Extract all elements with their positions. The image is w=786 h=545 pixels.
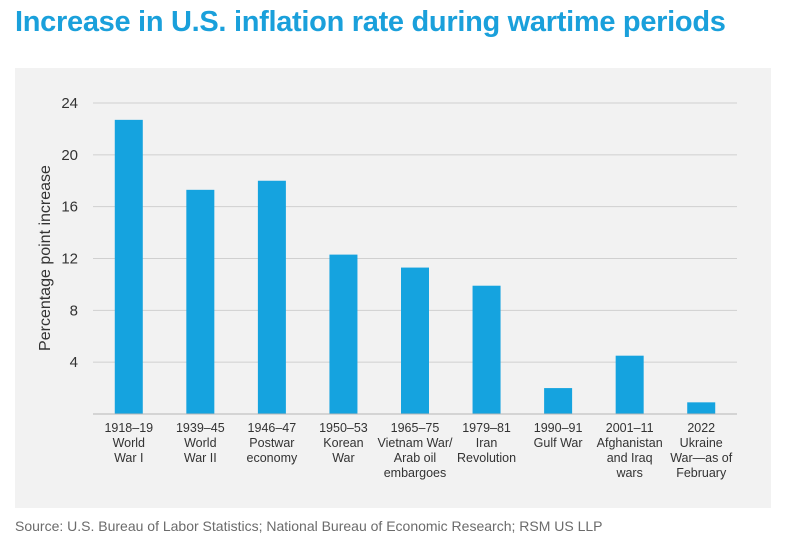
x-category-label-line: and Iraq	[607, 451, 653, 465]
bar	[472, 285, 501, 414]
y-axis-label: Percentage point increase	[37, 165, 54, 351]
bar	[257, 180, 286, 414]
x-category-label-line: Ukraine	[680, 436, 723, 450]
x-category-label-line: Afghanistan	[597, 436, 663, 450]
bar	[615, 355, 644, 414]
x-category-label-line: 1979–81	[462, 421, 511, 435]
x-category-label-line: Iran	[476, 436, 498, 450]
x-category-label-line: Postwar	[249, 436, 294, 450]
bar	[687, 402, 716, 414]
bar	[401, 267, 429, 414]
bar	[544, 388, 573, 414]
x-category-label-line: Arab oil	[394, 451, 436, 465]
x-category-label-line: Korean	[323, 436, 363, 450]
x-category-label-line: 1918–19	[104, 421, 153, 435]
x-category-label-line: World	[184, 436, 216, 450]
bar	[329, 254, 358, 414]
x-category-label-line: World	[113, 436, 145, 450]
x-category-label-line: War II	[184, 451, 217, 465]
x-category-label-line: February	[676, 466, 727, 480]
y-tick-label: 12	[61, 251, 78, 268]
x-category-label: 1950–53 Korean War	[319, 421, 368, 465]
x-category-label: 1965–75 Vietnam War/Arab oil embargoes	[377, 421, 453, 480]
bar	[114, 119, 143, 415]
x-category-label: 1979–81 Iran Revolution	[457, 421, 516, 465]
bar	[186, 189, 215, 414]
x-category-label: 2001–11 Afghanistan and Iraq wars	[597, 421, 663, 480]
x-category-label-line: War I	[114, 451, 143, 465]
y-tick-labels: 4 8 12 16 20 24	[61, 95, 78, 371]
x-category-label-line: Gulf War	[534, 436, 583, 450]
x-category-label-line: War	[332, 451, 354, 465]
y-tick-label: 4	[70, 354, 78, 371]
x-category-label-line: embargoes	[384, 466, 447, 480]
x-category-label-line: 1946–47	[248, 421, 297, 435]
x-category-label-line: 2022	[687, 421, 715, 435]
y-tick-label: 24	[61, 95, 78, 112]
y-tick-label: 8	[70, 302, 78, 319]
x-category-label-line: economy	[247, 451, 298, 465]
bars	[114, 119, 716, 415]
x-category-label-line: 1965–75	[391, 421, 440, 435]
y-tick-label: 16	[61, 199, 78, 216]
chart-title: Increase in U.S. inflation rate during w…	[15, 6, 726, 38]
x-category-label-line: wars	[615, 466, 642, 480]
x-category-label: 1946–47 Postwar economy	[247, 421, 298, 465]
x-category-label-line: Revolution	[457, 451, 516, 465]
x-category-label-line: War—as of	[670, 451, 733, 465]
source-note: Source: U.S. Bureau of Labor Statistics;…	[15, 518, 603, 534]
y-tick-label: 20	[61, 147, 78, 164]
x-category-label-line: Vietnam War/	[377, 436, 453, 450]
x-category-label: 1990–91 Gulf War	[534, 421, 583, 450]
x-category-label: 1939–45 World War II	[176, 421, 225, 465]
x-category-label: 2022 Ukraine War—as of February	[670, 421, 733, 480]
x-category-label-line: 2001–11	[606, 421, 654, 435]
x-category-label-line: 1950–53	[319, 421, 368, 435]
x-category-label-line: 1939–45	[176, 421, 225, 435]
x-category-label: 1918–19 World War I	[104, 421, 153, 465]
x-category-label-line: 1990–91	[534, 421, 583, 435]
